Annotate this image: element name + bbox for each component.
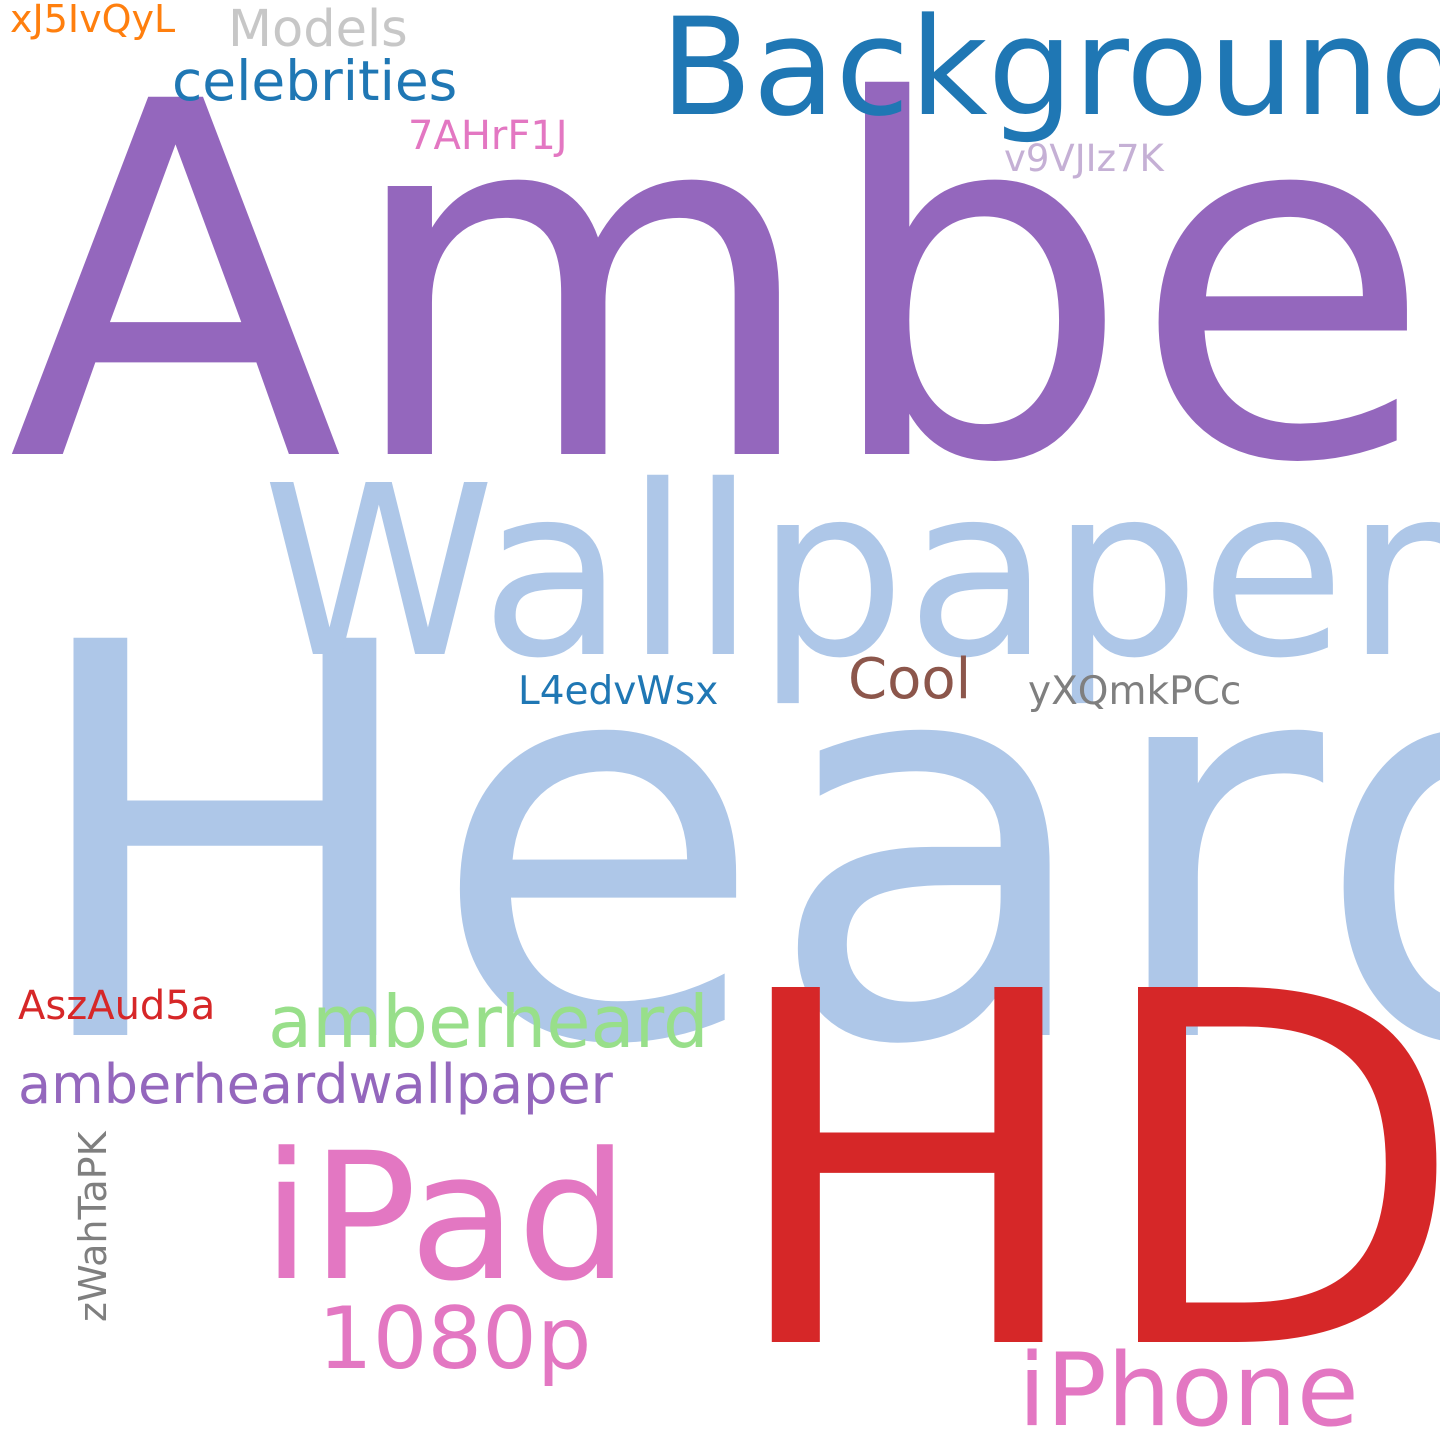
word-l4edvwsx: L4edvWsx <box>518 669 719 714</box>
word-aszaud5a: AszAud5a <box>18 983 216 1029</box>
word-backgrounds: Backgrounds <box>660 0 1440 146</box>
word-zwahtapk: zWahTaPK <box>71 1131 115 1322</box>
word-models: Models <box>228 0 408 59</box>
word-wallpaper: Wallpaper <box>262 435 1440 710</box>
word-amberheardwallpaper: amberheardwallpaper <box>18 1053 613 1116</box>
word-amber: Amber <box>8 0 1440 570</box>
word-xj5ivqyl: xJ5IvQyL <box>10 0 176 41</box>
word-7ahrf1j: 7AHrF1J <box>408 113 568 159</box>
word-ipad: iPad <box>262 1115 629 1320</box>
word-iphone: iPhone <box>1018 1331 1359 1440</box>
word-v9vjiz7k: v9VJIz7K <box>1004 137 1164 180</box>
word-hd: HD <box>724 890 1440 1440</box>
word-cool: Cool <box>848 647 972 712</box>
word-heard: Heard <box>20 529 1440 1164</box>
word-yxqmkpcc: yXQmkPCc <box>1028 669 1242 714</box>
word-1080p: 1080p <box>318 1289 592 1389</box>
word-celebrities: celebrities <box>172 49 458 113</box>
word-amberheard: amberheard <box>268 980 709 1064</box>
